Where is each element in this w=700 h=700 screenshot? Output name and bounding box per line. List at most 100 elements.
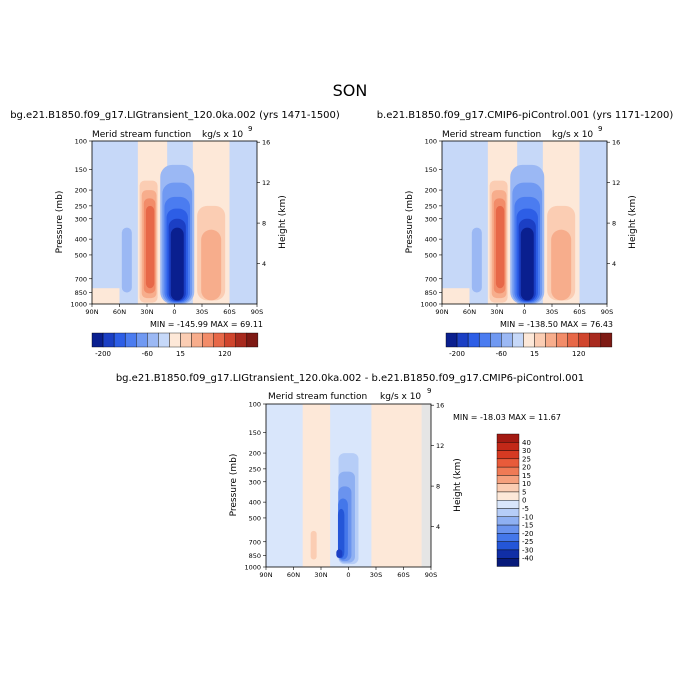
x-tick-label: 30S (546, 308, 558, 316)
y-tick-label: 500 (425, 251, 437, 259)
positive-band (371, 404, 422, 567)
y-tick-label: 100 (75, 138, 87, 146)
colorbar-label: 120 (218, 350, 231, 358)
x-tick-label: 30N (314, 571, 327, 579)
plot-area-difference: 90N 60N 30N 0 30S 60S 90S 100 150 200 250 300 400 500… (244, 401, 444, 580)
colorbar-swatch (213, 332, 225, 348)
colorbar-swatch (567, 332, 579, 348)
colorbar-label: -15 (522, 522, 533, 530)
colorbar-swatch (91, 332, 104, 348)
x-tick-label: 30S (196, 308, 208, 316)
colorbar-label: -60 (496, 350, 507, 358)
height-tick-label: 12 (612, 179, 620, 187)
panel-left-stats: MIN = -145.99 MAX = 69.11 (150, 320, 263, 329)
colorbar-swatch (496, 508, 520, 517)
colorbar-swatch (578, 332, 590, 348)
colorbar-swatch (124, 332, 137, 348)
height-tick-label: 12 (262, 179, 270, 187)
colorbar-swatch (545, 332, 557, 348)
x-tick-label: 90N (435, 308, 448, 316)
panel-left-subtitle: Merid stream function (92, 130, 191, 140)
height-tick-label: 16 (436, 402, 444, 410)
colorbar-label: -40 (522, 555, 533, 563)
y-tick-label: 200 (75, 187, 87, 195)
height-tick-label: 8 (612, 220, 616, 228)
y-tick-label: 850 (249, 552, 261, 560)
y-tick-label: 400 (425, 236, 437, 244)
colorbar-swatch (102, 332, 115, 348)
y-tick-label: 1000 (420, 301, 437, 309)
y-tick-label: 700 (249, 538, 261, 546)
colorbar-swatch (496, 541, 520, 551)
panel-right-ylabel-right: Height (km) (628, 195, 638, 249)
colorbar-swatch (496, 558, 520, 567)
y-tick-label: 150 (249, 429, 261, 437)
panel-left: bg.e21.B1850.f09_g17.LIGtransient_120.0k… (10, 110, 340, 358)
positive-band (92, 288, 120, 304)
panel-diff-subtitle: Merid stream function (268, 392, 367, 402)
y-tick-label: 400 (249, 499, 261, 507)
colorbar-label: -10 (522, 513, 533, 521)
colorbar-label: -60 (142, 350, 153, 358)
panel-diff-stats: MIN = -18.03 MAX = 11.67 (453, 413, 561, 422)
colorbar-swatch (113, 332, 126, 348)
panel-diff-ylabel-right: Height (km) (453, 458, 463, 512)
colorbar-label: -5 (522, 505, 529, 513)
colorbar-label: 15 (176, 350, 185, 358)
colorbar-label: 15 (530, 350, 539, 358)
panel-left-units-exp: 9 (248, 125, 252, 133)
x-tick-label: 90N (85, 308, 98, 316)
y-tick-label: 100 (249, 401, 261, 409)
y-tick-label: 300 (75, 215, 87, 223)
colorbar-swatch (478, 332, 491, 348)
x-tick-label: 30S (370, 571, 382, 579)
x-tick-label: 60N (463, 308, 476, 316)
colorbar-label: 25 (522, 455, 531, 463)
colorbar-right: -200 -60 15 120 (445, 332, 613, 358)
y-tick-label: 250 (75, 202, 87, 210)
x-tick-label: 90S (601, 308, 613, 316)
panel-right-subtitle: Merid stream function (442, 130, 541, 140)
y-tick-label: 700 (425, 275, 437, 283)
y-tick-label: 150 (425, 166, 437, 174)
contour-positive (551, 229, 572, 301)
y-tick-label: 200 (249, 450, 261, 458)
height-tick-label: 8 (436, 483, 440, 491)
colorbar-swatch (496, 500, 520, 509)
colorbar-swatch (224, 332, 236, 348)
contour-positive (145, 205, 155, 289)
panel-left-units: kg/s x 10 (202, 130, 243, 140)
panel-diff-ylabel: Pressure (mb) (229, 454, 239, 517)
y-tick-label: 850 (75, 289, 87, 297)
colorbar-label: 40 (522, 439, 531, 447)
y-tick-label: 250 (425, 202, 437, 210)
colorbar-swatch (496, 450, 520, 460)
colorbar-swatch (496, 458, 520, 468)
x-tick-label: 60N (113, 308, 126, 316)
colorbar-swatch (496, 524, 520, 534)
x-tick-label: 0 (172, 308, 176, 316)
positive-band (442, 288, 470, 304)
colorbar-swatch (496, 491, 520, 501)
height-tick-label: 16 (262, 139, 270, 147)
colorbar-swatch (147, 332, 159, 348)
contour-negative (520, 227, 534, 301)
y-tick-label: 300 (249, 478, 261, 486)
colorbar-swatch (169, 332, 181, 348)
panel-right-units: kg/s x 10 (552, 130, 593, 140)
panel-left-title: bg.e21.B1850.f09_g17.LIGtransient_120.0k… (10, 110, 340, 121)
panel-right-ylabel: Pressure (mb) (405, 191, 415, 254)
colorbar-swatch (235, 332, 248, 348)
colorbar-swatch (158, 332, 170, 348)
colorbar-label: 15 (522, 472, 531, 480)
colorbar-label: 30 (522, 447, 531, 455)
colorbar-label: -200 (449, 350, 465, 358)
height-tick-label: 12 (436, 442, 444, 450)
x-tick-label: 60S (397, 571, 409, 579)
colorbar-swatch (180, 332, 192, 348)
x-tick-label: 60S (573, 308, 585, 316)
contour-negative (170, 227, 184, 301)
x-tick-label: 90S (425, 571, 437, 579)
x-tick-label: 60S (223, 308, 235, 316)
